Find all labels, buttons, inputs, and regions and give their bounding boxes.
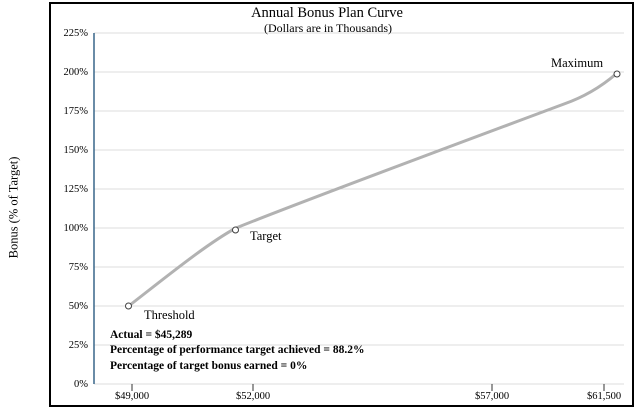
y-tick-label: 225% [63, 27, 89, 39]
y-tick-label: 25% [68, 339, 88, 351]
y-tick-label: 50% [68, 300, 88, 312]
x-tick-label: $49,000 [114, 391, 150, 402]
bonus-curve-line [128, 72, 618, 307]
annotation-line-bonus-earned: Percentage of target bonus earned = 0% [110, 359, 308, 372]
maximum-marker [613, 70, 621, 78]
y-tick-label: 125% [63, 183, 89, 195]
annotation-line-actual: Actual = $45,289 [110, 329, 193, 341]
chart-frame [49, 2, 634, 407]
y-tick-label: 0% [74, 378, 88, 390]
chart-subtitle: (Dollars are in Thousands) [263, 21, 393, 35]
y-tick-label: 150% [63, 144, 89, 156]
y-tick-label: 200% [63, 66, 89, 78]
point-label-maximum: Maximum [551, 56, 604, 70]
x-tick-label: $61,500 [586, 391, 622, 402]
threshold-marker [125, 302, 132, 310]
x-tick-label: $57,000 [474, 391, 510, 402]
annotation-block: Actual = $45,289 Percentage of performan… [110, 328, 364, 374]
point-label-threshold: Threshold [144, 308, 195, 322]
chart-title: Annual Bonus Plan Curve [251, 5, 403, 21]
y-tick-label: 100% [63, 222, 89, 234]
point-label-target: Target [250, 229, 282, 243]
target-marker [232, 226, 239, 234]
y-axis-title: Bonus (% of Target) [6, 156, 21, 259]
y-tick-label: 175% [63, 105, 89, 117]
x-tick-label: $52,000 [235, 391, 271, 402]
annotation-line-performance-achieved: Percentage of performance target achieve… [110, 344, 365, 357]
y-tick-label: 75% [68, 261, 88, 273]
